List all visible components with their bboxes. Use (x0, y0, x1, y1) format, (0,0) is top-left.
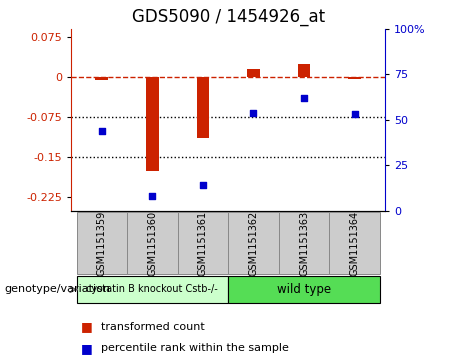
Bar (146, 77, 159, 171)
Text: GSM1151364: GSM1151364 (349, 211, 360, 276)
Text: GSM1151362: GSM1151362 (248, 211, 259, 276)
Text: GSM1151359: GSM1151359 (97, 211, 107, 276)
Bar (95, 77, 108, 80)
Bar (196, 77, 209, 138)
Bar (348, 77, 361, 79)
Point (199, 182, 207, 188)
FancyBboxPatch shape (228, 212, 279, 274)
Text: transformed count: transformed count (101, 322, 205, 332)
Text: GSM1151363: GSM1151363 (299, 211, 309, 276)
Point (98, 128, 106, 134)
Text: GSM1151361: GSM1151361 (198, 211, 208, 276)
Text: ■: ■ (81, 320, 92, 333)
Title: GDS5090 / 1454926_at: GDS5090 / 1454926_at (132, 8, 325, 26)
Text: GSM1151360: GSM1151360 (148, 211, 157, 276)
FancyBboxPatch shape (279, 212, 329, 274)
Text: percentile rank within the sample: percentile rank within the sample (101, 343, 290, 354)
FancyBboxPatch shape (177, 212, 228, 274)
FancyBboxPatch shape (127, 212, 177, 274)
Point (250, 110, 257, 115)
Text: genotype/variation: genotype/variation (5, 285, 111, 294)
Bar (298, 64, 310, 77)
Point (301, 95, 308, 101)
FancyBboxPatch shape (228, 276, 380, 303)
Bar (247, 69, 260, 77)
Point (351, 111, 358, 117)
Text: cystatin B knockout Cstb-/-: cystatin B knockout Cstb-/- (87, 285, 218, 294)
Text: ■: ■ (81, 342, 92, 355)
Text: wild type: wild type (277, 283, 331, 296)
FancyBboxPatch shape (329, 212, 380, 274)
Point (148, 193, 156, 199)
FancyBboxPatch shape (77, 276, 228, 303)
FancyBboxPatch shape (77, 212, 127, 274)
